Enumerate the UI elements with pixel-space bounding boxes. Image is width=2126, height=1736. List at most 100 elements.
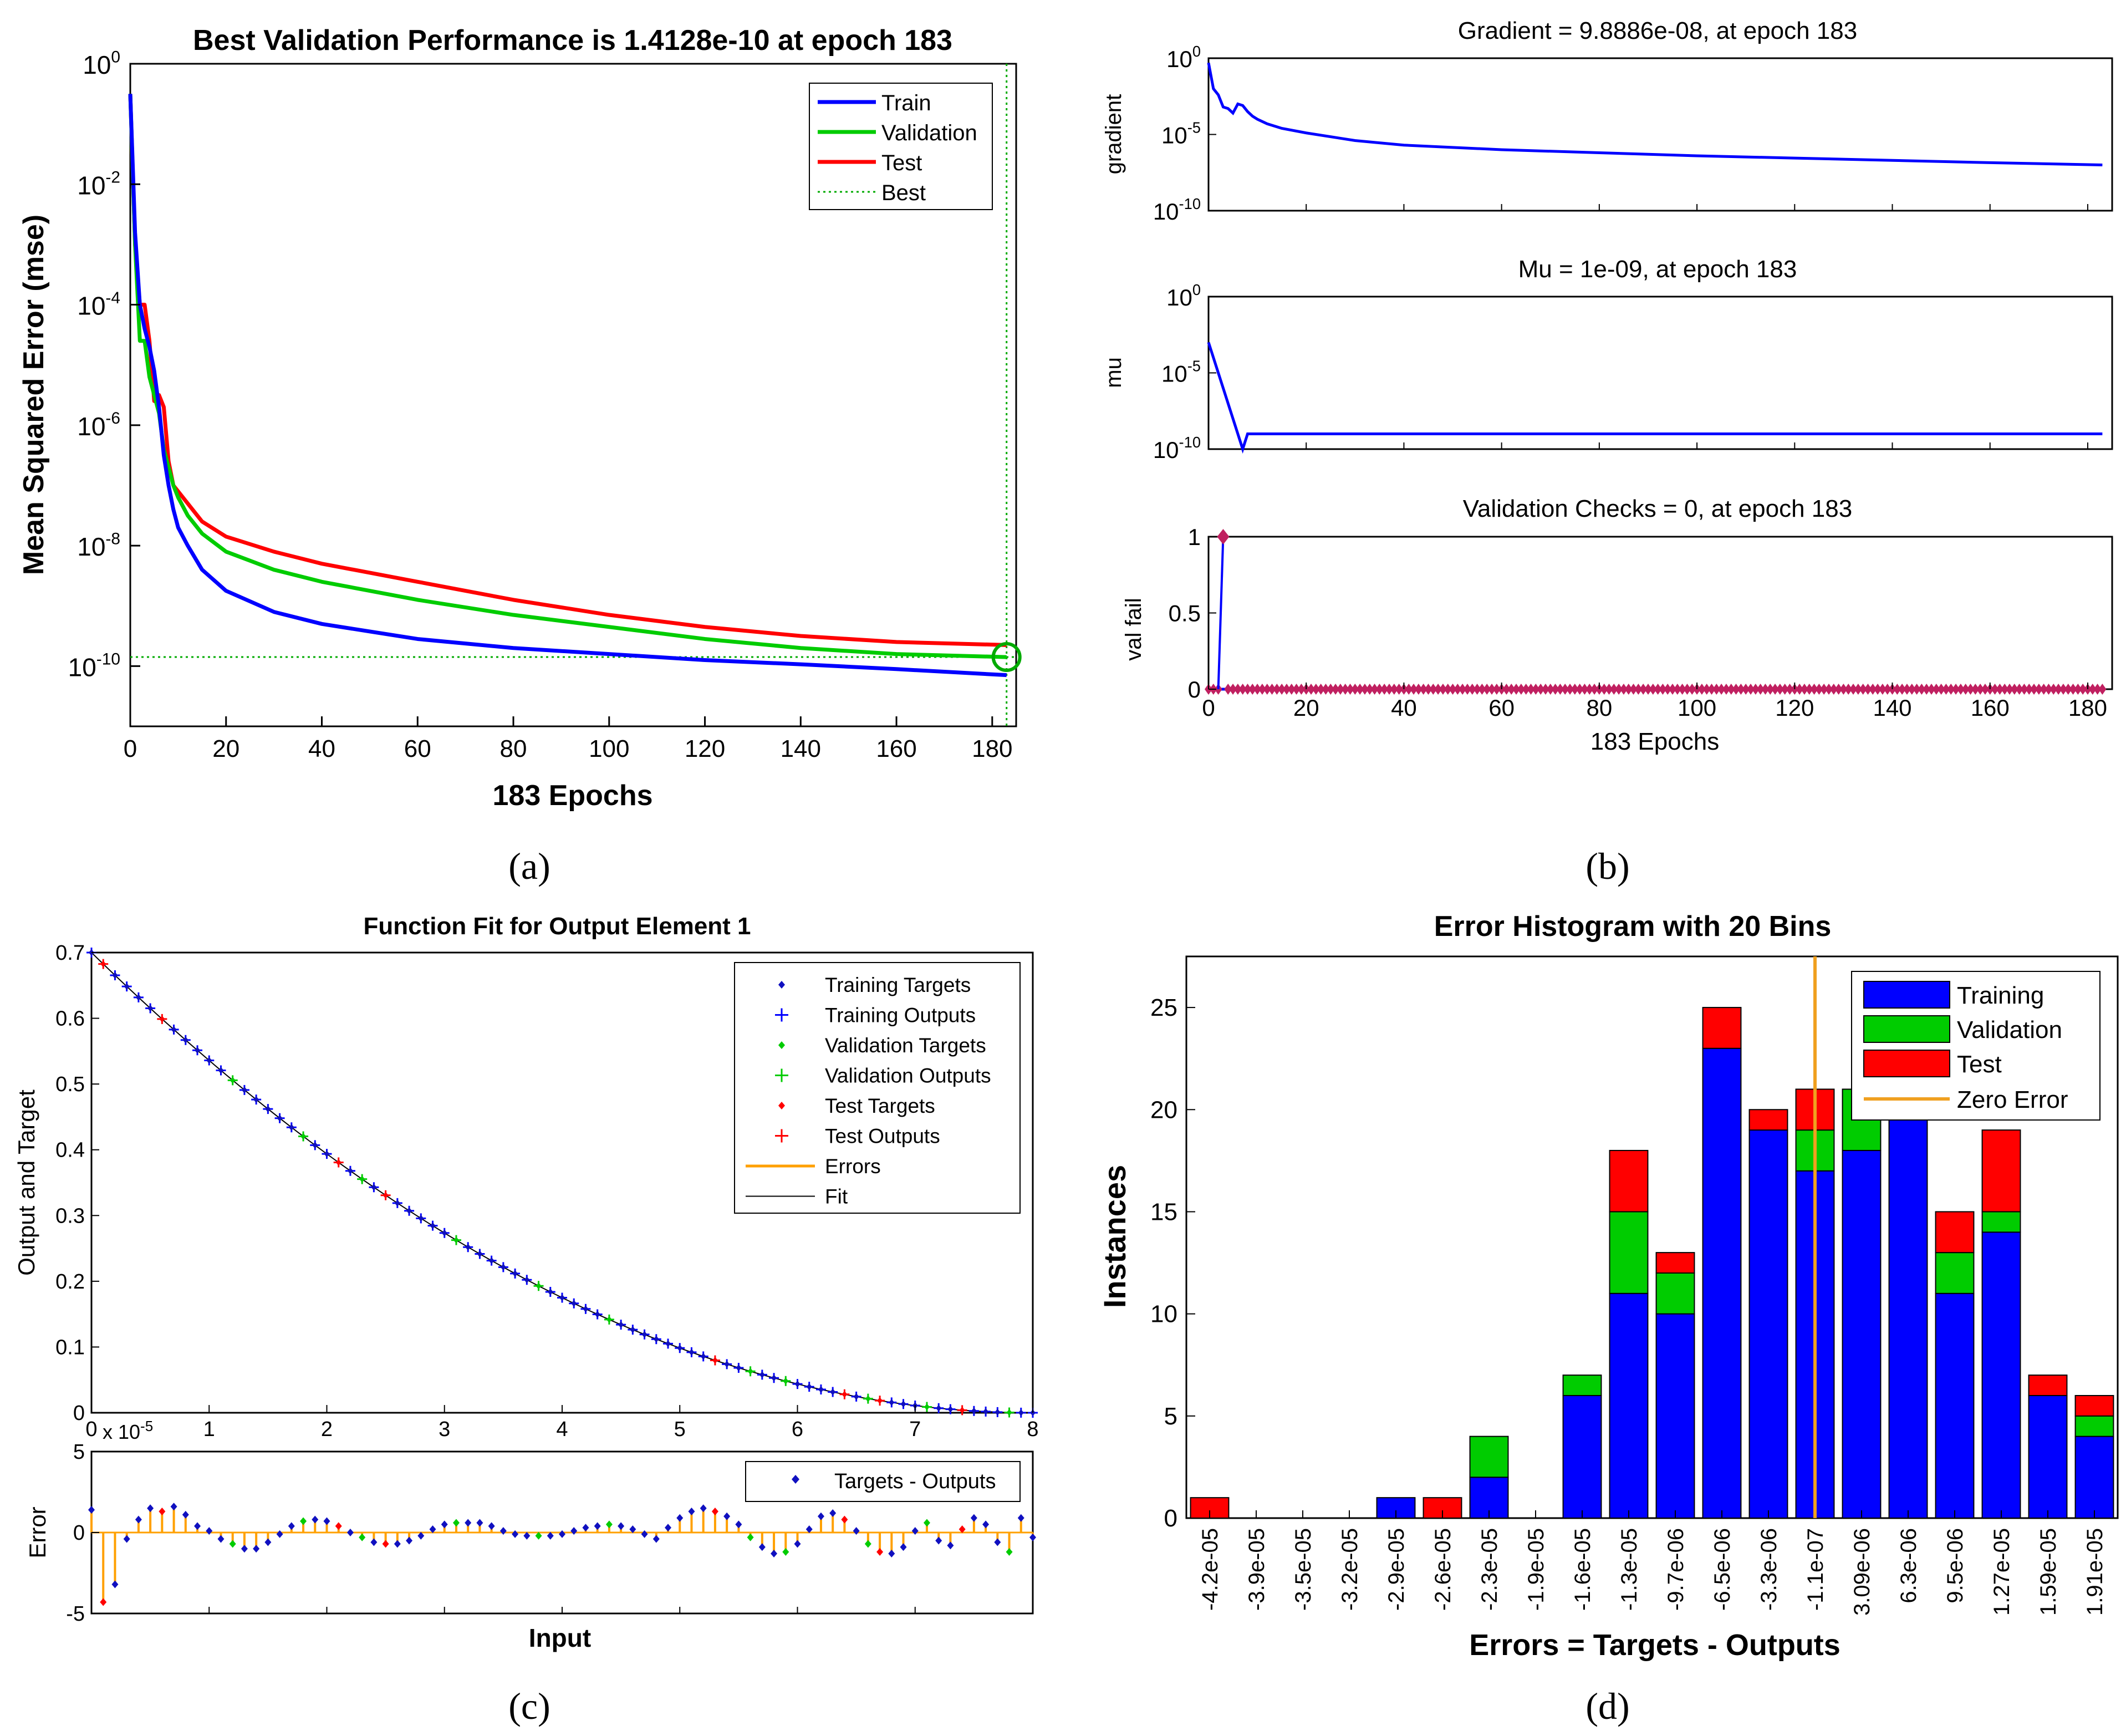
x-tick-label: -1.9e-05 (1524, 1528, 1548, 1611)
val-fail-marker (1697, 684, 1706, 695)
panel-a-legend: Train Validation Test Best (809, 83, 993, 210)
series-line-mu (1207, 342, 2103, 454)
error-marker (123, 1535, 130, 1543)
legend-marker-targets-outputs (792, 1475, 799, 1484)
target-marker (653, 1336, 659, 1343)
val-fail-marker (1952, 684, 1960, 695)
caption-d: (d) (1585, 1685, 1629, 1727)
error-marker (829, 1509, 837, 1517)
target-marker (947, 1406, 954, 1413)
val-fail-marker (1468, 684, 1476, 695)
val-fail-marker (1263, 684, 1271, 695)
val-fail-marker (2074, 684, 2082, 695)
val-fail-marker (1380, 684, 1389, 695)
x-tick-label: -2.6e-05 (1431, 1528, 1455, 1611)
error-marker (335, 1522, 342, 1530)
x-tick-label: 4 (556, 1418, 568, 1441)
bar-validation (2074, 1415, 2114, 1437)
target-marker (300, 1133, 307, 1140)
error-marker (805, 1525, 813, 1534)
val-fail-marker (1561, 684, 1569, 695)
bar-training (2028, 1394, 2068, 1519)
val-fail-marker (1507, 684, 1516, 695)
error-marker (394, 1540, 401, 1548)
panel-c-ylabel: Output and Target (13, 1090, 39, 1276)
val-fail-marker (1678, 684, 1686, 695)
panel-d-legend: Training Validation Test Zero Error (1851, 971, 2100, 1121)
target-marker (371, 1184, 377, 1191)
bar-validation (1609, 1211, 1649, 1294)
panel-a-ylabel: Mean Squared Error (mse) (18, 215, 50, 575)
y-tick-label: 0.1 (55, 1336, 85, 1359)
val-fail-marker (1923, 684, 1931, 695)
val-fail-marker (1600, 684, 1608, 695)
panel-c-error-legend: Targets - Outputs (745, 1461, 1021, 1502)
bar-training (2074, 1435, 2114, 1519)
val-fail-marker (1390, 684, 1398, 695)
error-marker (88, 1506, 95, 1514)
error-marker (817, 1512, 824, 1520)
x-tick-label: 20 (212, 735, 239, 762)
target-marker (335, 1159, 341, 1166)
x-tick-label: -4.2e-05 (1198, 1528, 1222, 1611)
target-marker (736, 1364, 742, 1371)
target-marker (959, 1407, 965, 1414)
target-marker (971, 1407, 977, 1414)
x-tick-label: -1.3e-05 (1617, 1528, 1641, 1611)
target-marker (1006, 1409, 1012, 1416)
val-fail-marker (1439, 684, 1447, 695)
bar-validation (1655, 1272, 1695, 1315)
y-tick-label: 20 (1150, 1096, 1177, 1123)
error-marker (959, 1525, 966, 1534)
x-tick-label: 9.5e-06 (1943, 1528, 1967, 1603)
val-fail-marker (1512, 684, 1521, 695)
error-marker (547, 1531, 554, 1540)
x-tick-label: -3.2e-05 (1338, 1528, 1362, 1611)
target-marker (630, 1326, 636, 1333)
bar-training (1655, 1313, 1695, 1519)
val-fail-marker (1747, 684, 1755, 695)
val-fail-marker (1463, 684, 1471, 695)
val-fail-marker (1517, 684, 1525, 695)
error-marker (994, 1538, 1001, 1546)
target-marker (1018, 1409, 1024, 1416)
val-fail-marker (1732, 684, 1740, 695)
target-marker (406, 1207, 412, 1214)
target-marker (747, 1368, 753, 1375)
target-marker (936, 1404, 942, 1412)
y-tick-label: 0 (1164, 1505, 1177, 1532)
val-fail-marker (1707, 684, 1716, 695)
val-fail-marker (1297, 684, 1306, 695)
val-fail-marker (1991, 684, 1999, 695)
val-fail-marker (1629, 684, 1638, 695)
val-fail-marker (1702, 684, 1711, 695)
panel-c-title: Function Fit for Output Element 1 (363, 913, 751, 940)
val-fail-marker (1786, 684, 1794, 695)
y-tick-label: 10-10 (1153, 195, 1201, 225)
val-fail-marker (1903, 684, 1911, 695)
error-marker (359, 1533, 366, 1541)
x-tick-label: -3.5e-05 (1291, 1528, 1316, 1611)
error-marker (629, 1525, 636, 1534)
panel-c-function-fit: Function Fit for Output Element 1 0 1 2 3 4 5… (13, 913, 1039, 1652)
val-fail-marker (1839, 684, 1848, 695)
target-marker (159, 1015, 165, 1022)
val-fail-marker (1405, 684, 1413, 695)
bar-validation (1562, 1374, 1602, 1396)
val-fail-marker (1473, 684, 1481, 695)
bar-training (1748, 1129, 1788, 1519)
val-fail-marker (1908, 684, 1916, 695)
target-marker (783, 1377, 789, 1384)
x-tick-label: 6 (792, 1418, 803, 1441)
legend-label: Test Outputs (825, 1125, 940, 1148)
target-marker (418, 1215, 424, 1222)
val-fail-marker (1268, 684, 1276, 695)
val-fail-marker (1796, 684, 1804, 695)
val-fail-marker (1771, 684, 1780, 695)
val-fail-marker (1854, 684, 1862, 695)
target-marker (759, 1371, 765, 1378)
val-fail-marker (1829, 684, 1838, 695)
legend-swatch (778, 981, 785, 989)
panel-c-error-ylabel: Error (24, 1506, 50, 1558)
val-fail-marker (1820, 684, 1828, 695)
